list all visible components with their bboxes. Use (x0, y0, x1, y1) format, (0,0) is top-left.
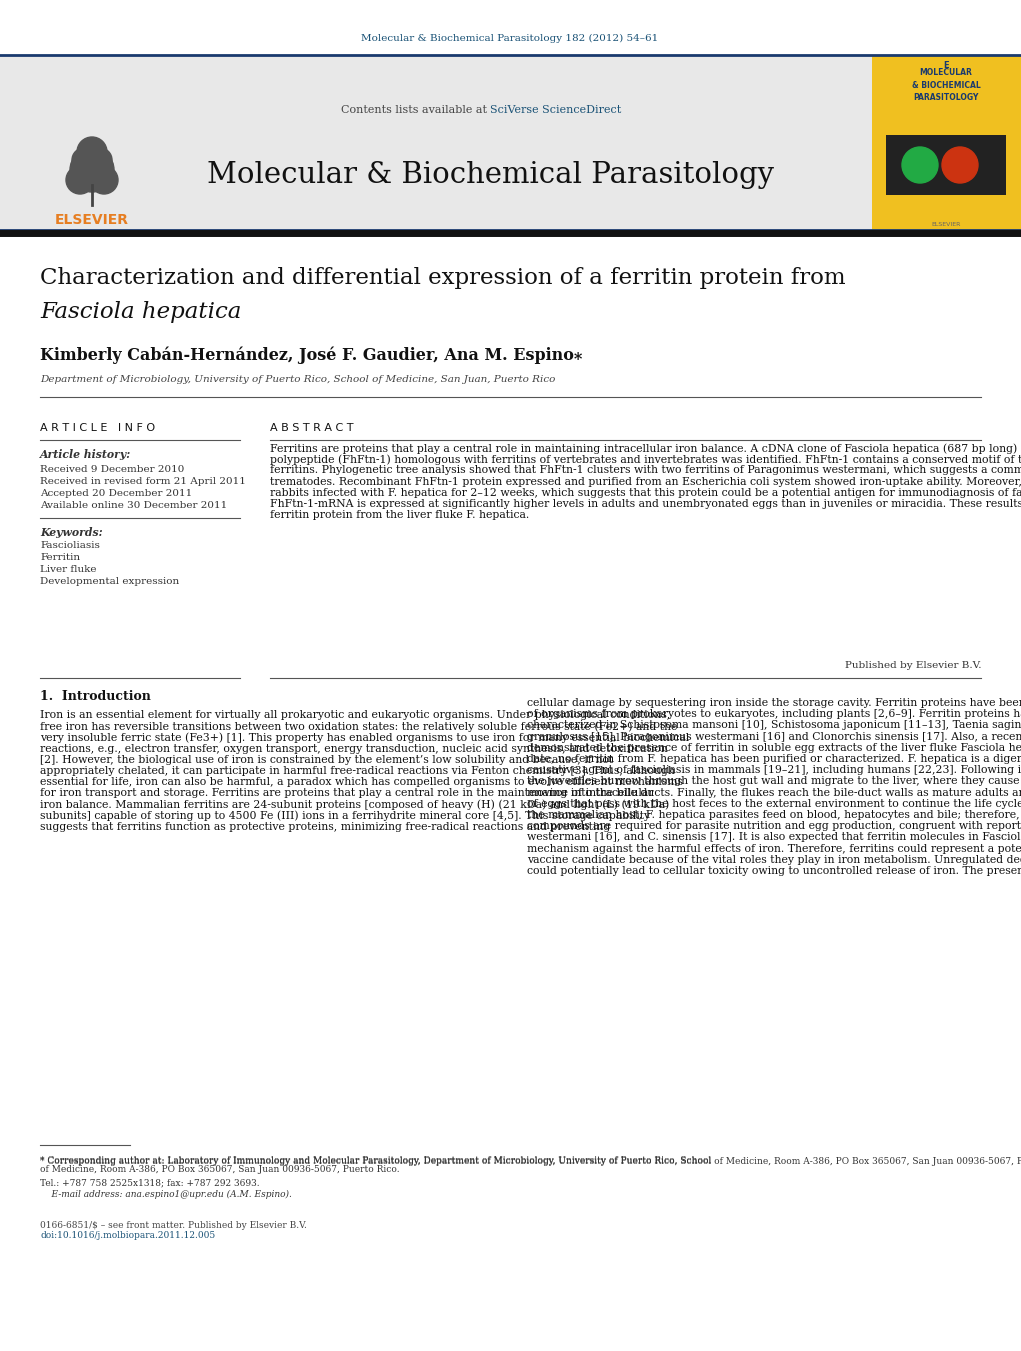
Text: Developmental expression: Developmental expression (40, 577, 180, 586)
Bar (0, 55, 1021, 230)
Text: the mammalian host, F. hepatica parasites feed on blood, hepatocytes and bile; t: the mammalian host, F. hepatica parasite… (527, 811, 1021, 820)
Circle shape (88, 149, 112, 172)
Text: Accepted 20 December 2011: Accepted 20 December 2011 (40, 489, 192, 497)
Text: for iron transport and storage. Ferritins are proteins that play a central role : for iron transport and storage. Ferritin… (40, 789, 653, 798)
Text: A R T I C L E   I N F O: A R T I C L E I N F O (40, 423, 155, 434)
Circle shape (66, 166, 94, 195)
Bar (872, 55, 1021, 230)
Text: ferritin protein from the liver fluke F. hepatica.: ferritin protein from the liver fluke F.… (270, 511, 529, 520)
Text: suggests that ferritins function as protective proteins, minimizing free-radical: suggests that ferritins function as prot… (40, 821, 611, 832)
Text: very insoluble ferric state (Fe3+) [1]. This property has enabled organisms to u: very insoluble ferric state (Fe3+) [1]. … (40, 732, 689, 743)
Text: reactions, e.g., electron transfer, oxygen transport, energy transduction, nucle: reactions, e.g., electron transfer, oxyg… (40, 743, 668, 754)
Text: ELSEVIER: ELSEVIER (931, 223, 961, 227)
Text: appropriately chelated, it can participate in harmful free-radical reactions via: appropriately chelated, it can participa… (40, 766, 675, 775)
Text: ferritins. Phylogenetic tree analysis showed that FhFtn-1 clusters with two ferr: ferritins. Phylogenetic tree analysis sh… (270, 465, 1021, 476)
Text: of Medicine, Room A-386, PO Box 365067, San Juan 00936-5067, Puerto Rico.: of Medicine, Room A-386, PO Box 365067, … (40, 1165, 399, 1174)
Text: could potentially lead to cellular toxicity owing to uncontrolled release of iro: could potentially lead to cellular toxic… (527, 866, 1021, 875)
Text: Department of Microbiology, University of Puerto Rico, School of Medicine, San J: Department of Microbiology, University o… (40, 376, 555, 385)
Text: ELSEVIER: ELSEVIER (55, 213, 129, 227)
Text: compounds are required for parasite nutrition and egg production, congruent with: compounds are required for parasite nutr… (527, 821, 1021, 831)
Text: rabbits infected with F. hepatica for 2–12 weeks, which suggests that this prote: rabbits infected with F. hepatica for 2–… (270, 488, 1021, 497)
Text: cellular damage by sequestering iron inside the storage cavity. Ferritin protein: cellular damage by sequestering iron ins… (527, 698, 1021, 708)
Text: Fasciola hepatica: Fasciola hepatica (40, 301, 241, 323)
Text: of eggs that pass with the host feces to the external environment to continue th: of eggs that pass with the host feces to… (527, 798, 1021, 809)
Text: polypeptide (FhFtn-1) homologous with ferritins of vertebrates and invertebrates: polypeptide (FhFtn-1) homologous with fe… (270, 454, 1021, 465)
Text: [2]. However, the biological use of iron is constrained by the element’s low sol: [2]. However, the biological use of iron… (40, 755, 614, 765)
Text: characterized in Schistosoma mansoni [10], Schistosoma japonicum [11–13], Taenia: characterized in Schistosoma mansoni [10… (527, 720, 1021, 731)
Text: granulosus [15], Paragonimus westermani [16] and Clonorchis sinensis [17]. Also,: granulosus [15], Paragonimus westermani … (527, 732, 1021, 742)
Text: of organisms from prokaryotes to eukaryotes, including plants [2,6–9]. Ferritin : of organisms from prokaryotes to eukaryo… (527, 709, 1021, 719)
Text: westermani [16], and C. sinensis [17]. It is also expected that ferritin molecul: westermani [16], and C. sinensis [17]. I… (527, 832, 1021, 843)
Text: doi:10.1016/j.molbiopara.2011.12.005: doi:10.1016/j.molbiopara.2011.12.005 (40, 1232, 215, 1240)
Text: Kimberly Cabán-Hernández, José F. Gaudier, Ana M. Espino⁎: Kimberly Cabán-Hernández, José F. Gaudie… (40, 346, 582, 363)
Text: Published by Elsevier B.V.: Published by Elsevier B.V. (844, 661, 981, 670)
Circle shape (942, 147, 978, 182)
Text: Received 9 December 2010: Received 9 December 2010 (40, 465, 185, 473)
Circle shape (70, 149, 114, 192)
Text: subunits] capable of storing up to 4500 Fe (III) ions in a ferrihydrite mineral : subunits] capable of storing up to 4500 … (40, 811, 650, 821)
Text: SciVerse ScienceDirect: SciVerse ScienceDirect (490, 105, 621, 115)
Text: E: E (943, 61, 949, 69)
Text: the juveniles burrow through the host gut wall and migrate to the liver, where t: the juveniles burrow through the host gu… (527, 777, 1021, 786)
Text: * Corresponding author at: Laboratory of Immunology and Molecular Parasitology, : * Corresponding author at: Laboratory of… (40, 1156, 1021, 1166)
Text: A B S T R A C T: A B S T R A C T (270, 423, 353, 434)
Text: Molecular & Biochemical Parasitology 182 (2012) 54–61: Molecular & Biochemical Parasitology 182… (361, 34, 659, 43)
Text: 1.  Introduction: 1. Introduction (40, 689, 151, 703)
Text: Characterization and differential expression of a ferritin protein from: Characterization and differential expres… (40, 267, 845, 289)
Text: E-mail address: ana.espino1@upr.edu (A.M. Espino).: E-mail address: ana.espino1@upr.edu (A.M… (40, 1189, 292, 1198)
Text: Ferritins are proteins that play a central role in maintaining intracellular iro: Ferritins are proteins that play a centr… (270, 443, 1021, 454)
Text: 0166-6851/$ – see front matter. Published by Elsevier B.V.: 0166-6851/$ – see front matter. Publishe… (40, 1220, 307, 1229)
Circle shape (90, 166, 118, 195)
Text: FhFtn-1-mRNA is expressed at significantly higher levels in adults and unembryon: FhFtn-1-mRNA is expressed at significant… (270, 499, 1021, 509)
Text: demonstrated the presence of ferritin in soluble egg extracts of the liver fluke: demonstrated the presence of ferritin in… (527, 743, 1021, 753)
Text: Tel.: +787 758 2525x1318; fax: +787 292 3693.: Tel.: +787 758 2525x1318; fax: +787 292 … (40, 1178, 259, 1188)
Text: causative agent of fascioliasis in mammals [19–21], including humans [22,23]. Fo: causative agent of fascioliasis in mamma… (527, 765, 1021, 775)
Text: Article history:: Article history: (40, 450, 132, 461)
Text: Molecular & Biochemical Parasitology: Molecular & Biochemical Parasitology (206, 161, 774, 189)
Text: free iron has reversible transitions between two oxidation states: the relativel: free iron has reversible transitions bet… (40, 721, 677, 732)
Bar (0, 55, 185, 230)
Text: Available online 30 December 2011: Available online 30 December 2011 (40, 500, 228, 509)
Text: date, no ferritin from F. hepatica has been purified or characterized. F. hepati: date, no ferritin from F. hepatica has b… (527, 754, 1021, 765)
Circle shape (77, 136, 107, 168)
Text: Ferritin: Ferritin (40, 554, 80, 562)
Text: moving into the bile ducts. Finally, the flukes reach the bile-duct walls as mat: moving into the bile ducts. Finally, the… (527, 788, 1021, 797)
Bar (886, 135, 1006, 195)
Text: essential for life, iron can also be harmful, a paradox which has compelled orga: essential for life, iron can also be har… (40, 777, 683, 788)
Text: * Corresponding author at: Laboratory of Immunology and Molecular Parasitology, : * Corresponding author at: Laboratory of… (40, 1156, 712, 1165)
Circle shape (902, 147, 938, 182)
Text: iron balance. Mammalian ferritins are 24-subunit proteins [composed of heavy (H): iron balance. Mammalian ferritins are 24… (40, 800, 669, 811)
Text: Fascioliasis: Fascioliasis (40, 542, 100, 550)
Text: trematodes. Recombinant FhFtn-1 protein expressed and purified from an Escherich: trematodes. Recombinant FhFtn-1 protein … (270, 477, 1021, 486)
Text: Liver fluke: Liver fluke (40, 566, 97, 574)
Text: Keywords:: Keywords: (40, 527, 103, 539)
Text: mechanism against the harmful effects of iron. Therefore, ferritins could repres: mechanism against the harmful effects of… (527, 843, 1021, 854)
Text: Contents lists available at: Contents lists available at (340, 105, 490, 115)
Text: MOLECULAR
& BIOCHEMICAL
PARASITOLOGY: MOLECULAR & BIOCHEMICAL PARASITOLOGY (912, 68, 980, 101)
Text: Received in revised form 21 April 2011: Received in revised form 21 April 2011 (40, 477, 246, 485)
Circle shape (72, 149, 96, 172)
Text: Iron is an essential element for virtually all prokaryotic and eukaryotic organi: Iron is an essential element for virtual… (40, 711, 670, 720)
Text: vaccine candidate because of the vital roles they play in iron metabolism. Unreg: vaccine candidate because of the vital r… (527, 855, 1021, 865)
